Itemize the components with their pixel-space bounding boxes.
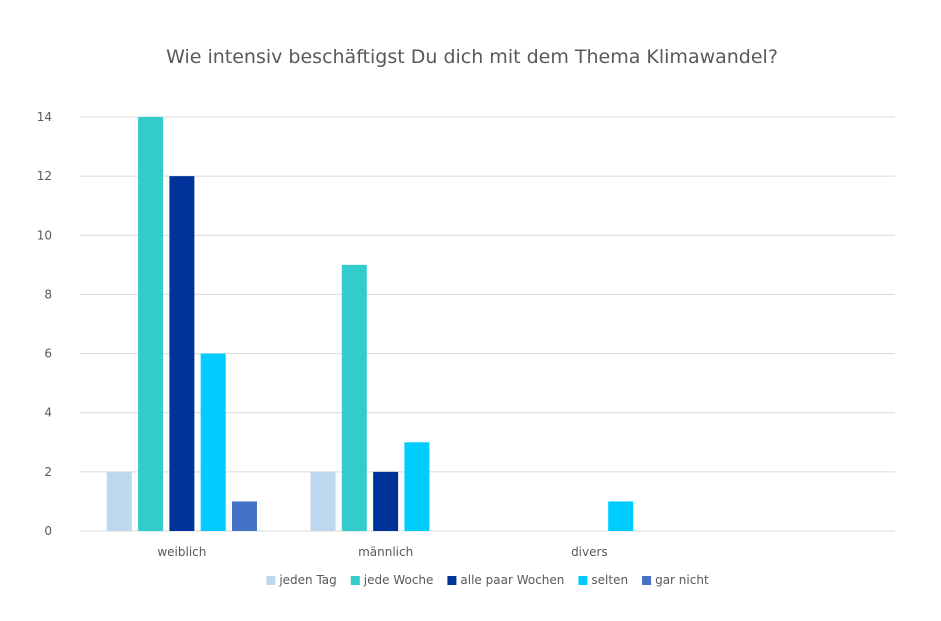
bar: [169, 176, 195, 531]
legend-label: alle paar Wochen: [460, 573, 564, 587]
legend-swatch: [447, 576, 457, 585]
y-tick-label: 14: [37, 110, 52, 124]
bar: [404, 442, 430, 531]
legend-swatch: [350, 576, 360, 585]
bars: [106, 117, 634, 531]
x-category-label: divers: [571, 545, 608, 559]
y-tick-label: 10: [37, 228, 52, 242]
legend: jeden Tag jede Woche alle paar Wochen selte…: [266, 573, 709, 587]
bar: [231, 501, 257, 531]
y-tick-label: 2: [44, 465, 52, 479]
bar: [608, 501, 634, 531]
bar: [373, 471, 399, 531]
legend-label: jede Woche: [363, 573, 434, 587]
legend-label: selten: [591, 573, 628, 587]
y-axis-ticks: 0 2 4 6 8 10 12 14: [37, 110, 52, 538]
chart-title: Wie intensiv beschäftigst Du dich mit de…: [166, 46, 778, 68]
y-tick-label: 12: [37, 169, 52, 183]
y-tick-label: 8: [44, 287, 52, 301]
legend-swatch: [642, 576, 652, 585]
y-tick-label: 0: [44, 524, 52, 538]
x-category-label: weiblich: [157, 545, 206, 559]
y-tick-label: 4: [44, 406, 52, 420]
bar: [106, 471, 132, 531]
y-tick-label: 6: [44, 347, 52, 361]
legend-label: gar nicht: [655, 573, 709, 587]
bar: [138, 117, 164, 531]
x-category-label: männlich: [358, 545, 413, 559]
bar: [310, 471, 336, 531]
legend-swatch: [266, 576, 276, 585]
x-axis-categories: weiblich männlich divers: [157, 545, 607, 559]
bar: [200, 353, 226, 531]
legend-swatch: [578, 576, 588, 585]
bar: [341, 264, 367, 531]
legend-label: jeden Tag: [278, 573, 336, 587]
